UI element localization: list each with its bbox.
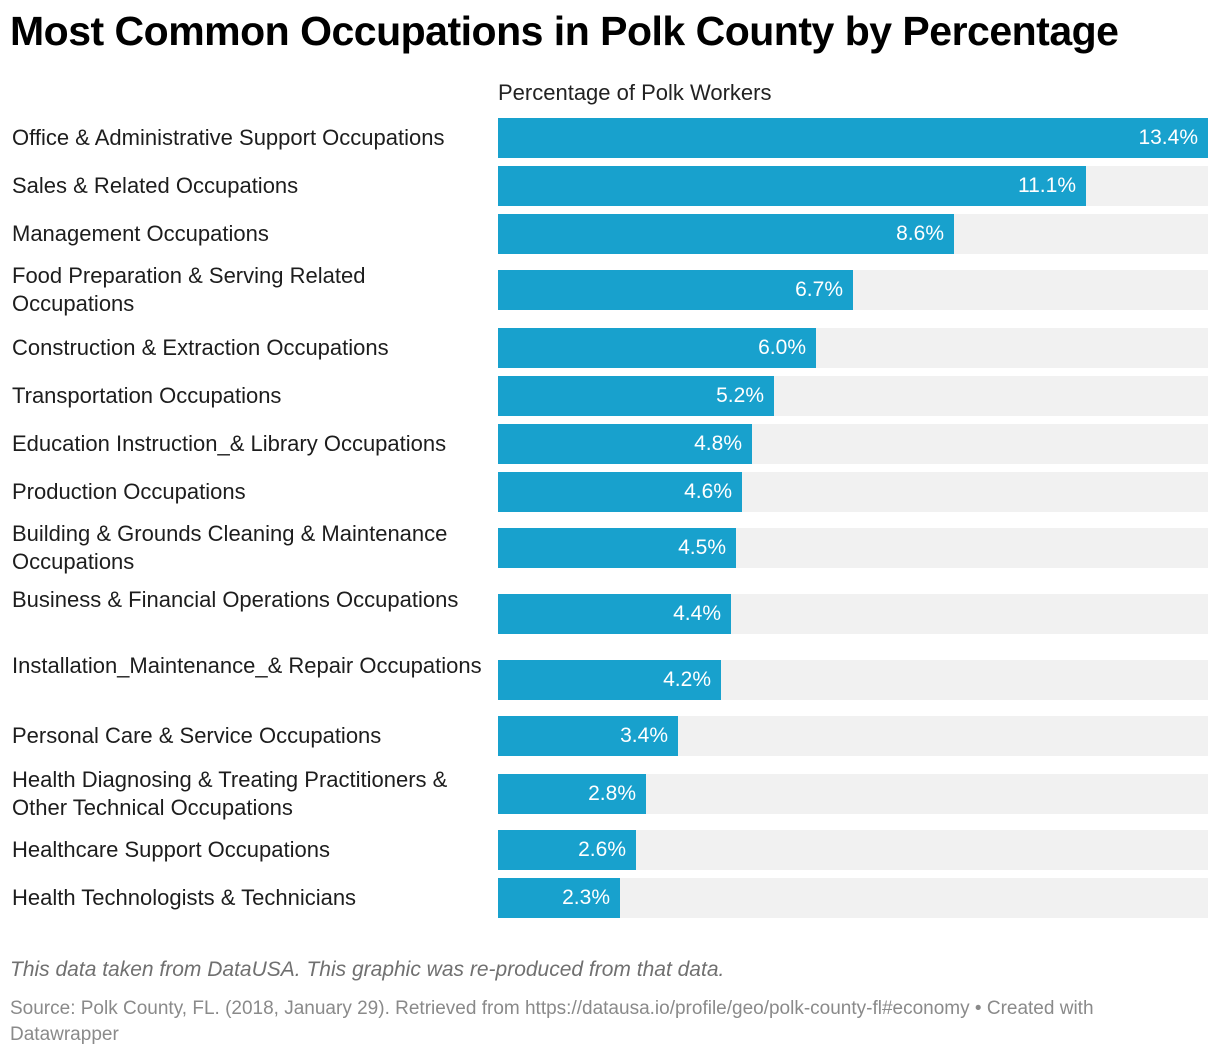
bar-value-label: 8.6%: [896, 222, 944, 245]
bar-track: 13.4%: [498, 118, 1208, 158]
bar-track: 4.6%: [498, 472, 1208, 512]
bar-value-label: 4.8%: [694, 432, 742, 455]
bar: 4.2%: [498, 660, 721, 700]
bar-track: 4.4%: [498, 594, 1208, 634]
bar-track: 11.1%: [498, 166, 1208, 206]
category-label: Management Occupations: [12, 221, 269, 246]
category-label: Education Instruction_& Library Occupati…: [12, 431, 447, 456]
chart-source: Source: Polk County, FL. (2018, January …: [10, 998, 1094, 1045]
bar: 4.8%: [498, 424, 752, 464]
bar-value-label: 2.6%: [578, 838, 626, 861]
bar: 2.3%: [498, 878, 620, 918]
category-label: Construction & Extraction Occupations: [12, 335, 389, 360]
bar-value-label: 11.1%: [1018, 174, 1076, 197]
chart-description: This data taken from DataUSA. This graph…: [10, 958, 725, 981]
column-header: Percentage of Polk Workers: [498, 80, 772, 105]
bar: 6.7%: [498, 270, 853, 310]
bar: 4.4%: [498, 594, 731, 634]
bar: 4.5%: [498, 528, 736, 568]
bar-value-label: 2.8%: [588, 782, 636, 805]
chart-title: Most Common Occupations in Polk County b…: [10, 8, 1119, 54]
bar: 2.8%: [498, 774, 646, 814]
bar-track: 2.3%: [498, 878, 1208, 918]
bar-value-label: 6.7%: [795, 278, 843, 301]
bar: 2.6%: [498, 830, 636, 870]
bar: 11.1%: [498, 166, 1086, 206]
category-label: Healthcare Support Occupations: [12, 837, 330, 862]
category-label: Food Preparation & Serving Related Occup…: [12, 263, 366, 316]
category-label: Office & Administrative Support Occupati…: [12, 125, 445, 150]
category-label: Business & Financial Operations Occupati…: [12, 587, 459, 612]
category-label: Personal Care & Service Occupations: [12, 723, 382, 748]
bar-track: 2.8%: [498, 774, 1208, 814]
bar-value-label: 4.5%: [678, 536, 726, 559]
bar-track: 4.2%: [498, 660, 1208, 700]
bar: 4.6%: [498, 472, 742, 512]
category-label: Health Technologists & Technicians: [12, 885, 357, 910]
bar-value-label: 13.4%: [1138, 126, 1198, 149]
category-label: Production Occupations: [12, 479, 246, 504]
category-label: Sales & Related Occupations: [12, 173, 299, 198]
bar-value-label: 4.6%: [684, 480, 732, 503]
bar-track: 5.2%: [498, 376, 1208, 416]
bar-value-label: 4.2%: [663, 668, 711, 691]
bar-value-label: 6.0%: [758, 336, 806, 359]
bar-track: 6.0%: [498, 328, 1208, 368]
bar-value-label: 4.4%: [673, 602, 721, 625]
bar-value-label: 5.2%: [716, 384, 764, 407]
bar-track: 8.6%: [498, 214, 1208, 254]
bar-track: 4.8%: [498, 424, 1208, 464]
category-label: Transportation Occupations: [12, 383, 282, 408]
bar: 5.2%: [498, 376, 774, 416]
bar-track: 4.5%: [498, 528, 1208, 568]
bar-track: 2.6%: [498, 830, 1208, 870]
bar-value-label: 3.4%: [620, 724, 668, 747]
bar: 13.4%: [498, 118, 1208, 158]
bar-value-label: 2.3%: [562, 886, 610, 909]
category-label: Installation_Maintenance_& Repair Occupa…: [12, 653, 482, 678]
category-label: Building & Grounds Cleaning & Maintenanc…: [12, 521, 448, 574]
bar-track: 3.4%: [498, 716, 1208, 756]
bar-track: 6.7%: [498, 270, 1208, 310]
category-label: Health Diagnosing & Treating Practitione…: [12, 767, 448, 820]
bar: 3.4%: [498, 716, 678, 756]
bar: 8.6%: [498, 214, 954, 254]
bar: 6.0%: [498, 328, 816, 368]
